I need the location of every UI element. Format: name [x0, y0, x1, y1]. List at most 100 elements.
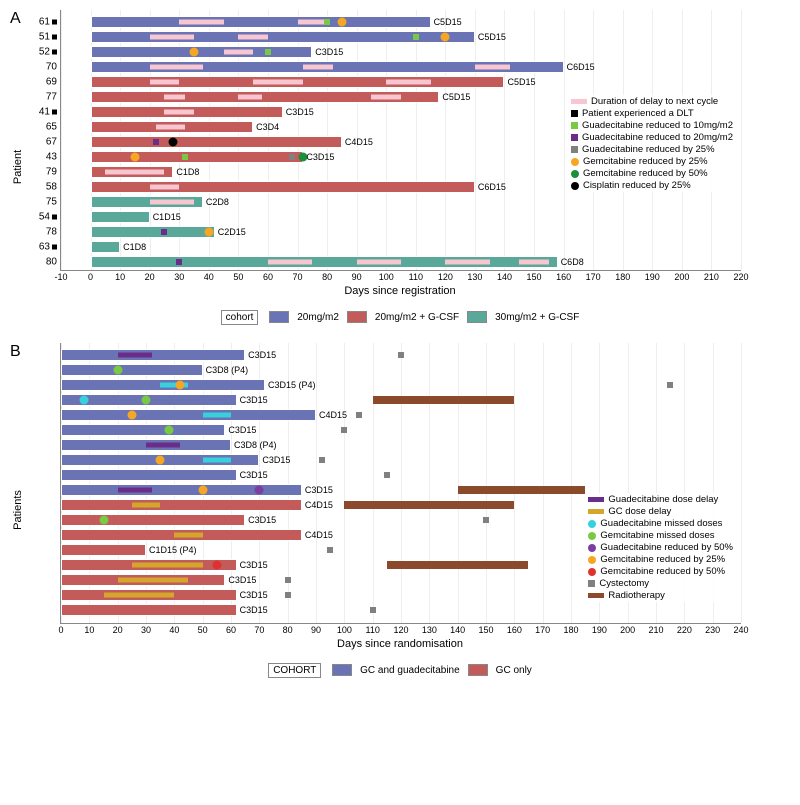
legend-row: Gemcitabine reduced by 50% — [588, 566, 733, 577]
segment — [150, 200, 194, 205]
marker-square — [667, 382, 673, 388]
xtick: 110 — [365, 623, 379, 635]
bar — [91, 241, 121, 253]
marker-square — [153, 139, 159, 145]
bar — [61, 514, 245, 526]
legend: Duration of delay to next cyclePatient e… — [571, 95, 733, 192]
xtick: 60 — [226, 623, 236, 635]
bar — [91, 151, 304, 163]
marker-dot — [164, 426, 173, 435]
xtick: 180 — [615, 270, 630, 282]
xtick: 230 — [705, 623, 720, 635]
bar-end-label: C5D15 — [504, 77, 535, 87]
bar-end-label: C3D15 (P4) — [265, 380, 316, 390]
bar-end-label: C3D15 — [259, 455, 290, 465]
xtick: 160 — [507, 623, 522, 635]
xtick: 20 — [145, 270, 155, 282]
legend-row: Cisplatin reduced by 25% — [571, 180, 733, 191]
segment — [203, 458, 231, 463]
ytick: 41 — [39, 107, 61, 118]
bar — [61, 424, 225, 436]
segment — [150, 185, 180, 190]
marker-dot — [130, 153, 139, 162]
marker-square — [327, 547, 333, 553]
marker-square — [370, 607, 376, 613]
marker-square — [285, 577, 291, 583]
ytick: 58 — [46, 182, 61, 193]
legend-row: GC dose delay — [588, 506, 733, 517]
marker-dot — [176, 381, 185, 390]
legend-row: Guadecitabine missed doses — [588, 518, 733, 529]
legend-swatch — [571, 182, 579, 190]
xtick: 100 — [337, 623, 352, 635]
segment — [118, 353, 152, 358]
marker-square — [413, 34, 419, 40]
legend-swatch — [588, 509, 604, 514]
bar — [91, 16, 431, 28]
bar-end-label: C3D15 — [237, 590, 268, 600]
marker-square — [341, 427, 347, 433]
radiotherapy-bar — [373, 396, 515, 404]
bar — [61, 604, 237, 616]
xtick: 170 — [535, 623, 550, 635]
segment — [519, 260, 549, 265]
marker-dot — [169, 138, 178, 147]
legend-row: Radiotherapy — [588, 590, 733, 601]
marker-square — [324, 19, 330, 25]
xlabel: Days since registration — [60, 285, 740, 297]
bar-end-label: C4D15 — [342, 137, 373, 147]
bar-end-label: C3D15 — [303, 152, 334, 162]
radiotherapy-bar — [458, 486, 586, 494]
bar-end-label: C3D15 — [312, 47, 343, 57]
legend-label: Gemcitabine reduced by 50% — [600, 566, 725, 577]
marker-square — [398, 352, 404, 358]
legend-label: Gemcitabine reduced by 50% — [583, 168, 708, 179]
xtick: 210 — [704, 270, 719, 282]
legend-swatch — [588, 580, 595, 587]
segment — [156, 125, 186, 130]
segment — [357, 260, 401, 265]
bar-end-label: C3D15 — [302, 485, 333, 495]
legend-label: Guadecitabine reduced to 10mg/m2 — [582, 120, 733, 131]
marker-dot — [99, 516, 108, 525]
segment — [150, 80, 180, 85]
xtick: 0 — [88, 270, 93, 282]
marker-dot — [204, 228, 213, 237]
bar — [91, 46, 313, 58]
segment — [132, 563, 203, 568]
bar-end-label: C1D15 — [150, 212, 181, 222]
legend-swatch — [588, 556, 596, 564]
xtick: 90 — [352, 270, 362, 282]
xtick: 120 — [393, 623, 408, 635]
segment — [445, 260, 489, 265]
ytick: 51 — [39, 32, 61, 43]
legend-row: Guadecitabine dose delay — [588, 494, 733, 505]
xtick: 30 — [141, 623, 151, 635]
xtick: 130 — [422, 623, 437, 635]
marker-dot — [79, 396, 88, 405]
marker-square — [319, 457, 325, 463]
bar — [91, 226, 215, 238]
xtick: 120 — [438, 270, 453, 282]
legend-swatch — [588, 593, 604, 598]
legend-swatch — [571, 99, 587, 104]
plot-area: 0102030405060708090100110120130140150160… — [60, 343, 741, 624]
marker-dot — [142, 396, 151, 405]
segment — [104, 593, 175, 598]
ytick: 77 — [46, 92, 61, 103]
xtick: 170 — [586, 270, 601, 282]
segment — [132, 503, 160, 508]
bar-end-label: C3D4 — [253, 122, 279, 132]
bar — [91, 181, 475, 193]
ytick: 70 — [46, 62, 61, 73]
bar-end-label: C4D15 — [302, 500, 333, 510]
legend-row: Guadecitabine reduced to 20mg/m2 — [571, 132, 733, 143]
xtick: 140 — [497, 270, 512, 282]
marker-square — [265, 49, 271, 55]
radiotherapy-bar — [344, 501, 514, 509]
legend-swatch — [571, 110, 578, 117]
marker-dot — [156, 456, 165, 465]
legend-label: Guadecitabine reduced by 25% — [582, 144, 715, 155]
legend-label: Guadecitabine dose delay — [608, 494, 718, 505]
bar-end-label: C3D15 — [245, 515, 276, 525]
